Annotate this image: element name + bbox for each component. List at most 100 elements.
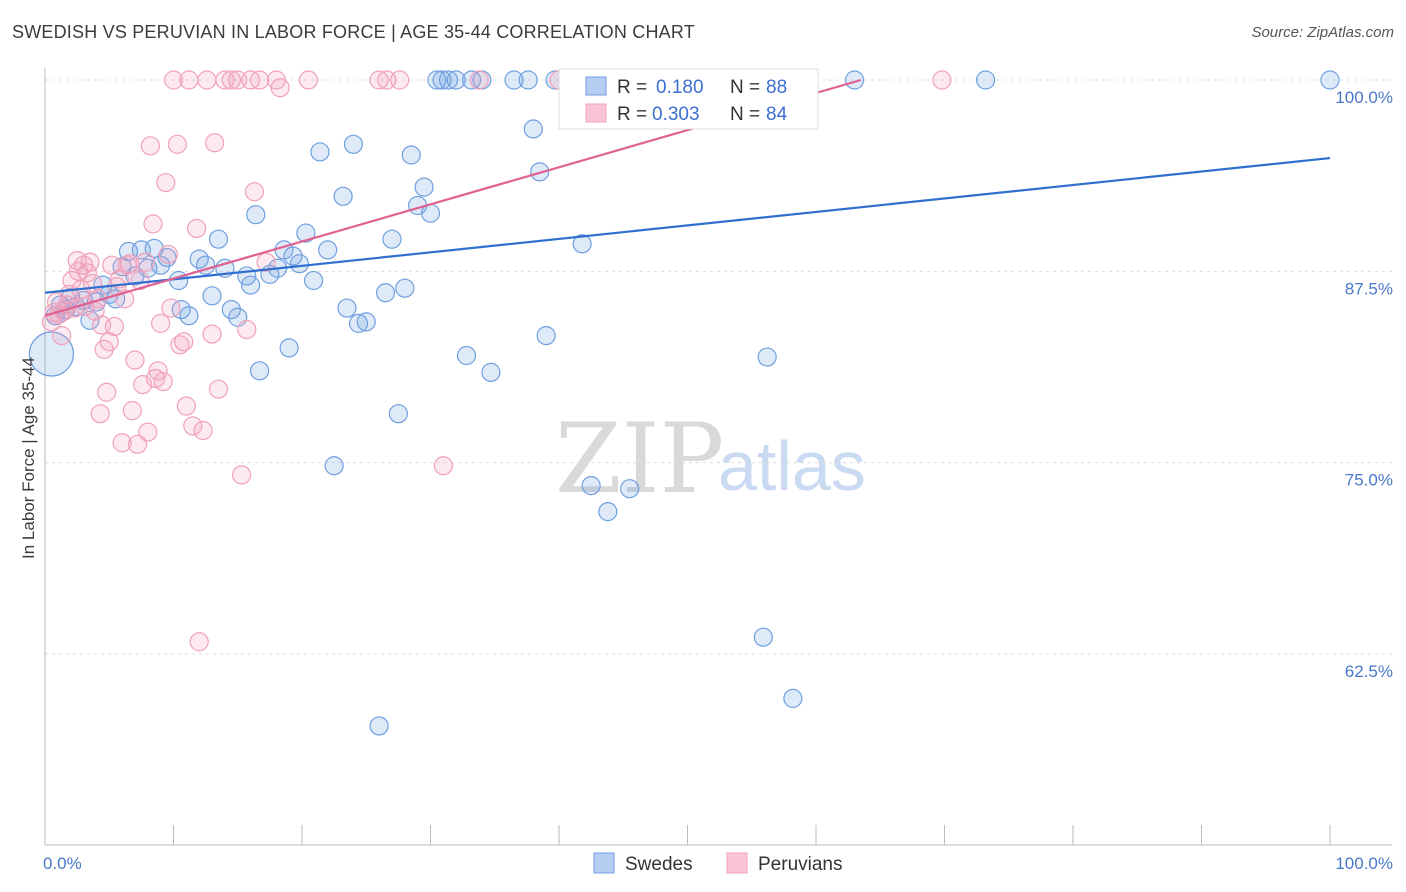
swede-point-53 — [388, 404, 408, 424]
swede-point-55 — [401, 145, 421, 165]
x-tick-labels: 0.0% 100.0% — [43, 854, 1393, 873]
swede-point-21 — [171, 300, 191, 320]
swede-point-0 — [28, 331, 75, 377]
swede-point-71 — [536, 326, 556, 346]
watermark-zip: ZIP — [555, 403, 724, 515]
swede-point-84 — [783, 688, 803, 708]
swede-point-83 — [757, 347, 777, 367]
peruvian-point-35 — [127, 434, 148, 454]
peruvian-point-4 — [52, 326, 72, 346]
swede-point-60 — [432, 70, 452, 90]
peruvian-point-29 — [112, 433, 132, 453]
peruvian-point-45 — [153, 371, 173, 392]
grid-lines — [45, 79, 1392, 655]
swede-point-25 — [202, 286, 222, 306]
legend-n-swedes: 88 — [766, 77, 787, 98]
swede-point-45 — [333, 186, 353, 206]
peruvian-point-79 — [469, 70, 489, 90]
peruvian-point-16 — [80, 252, 100, 272]
swede-point-41 — [303, 270, 324, 291]
peruvian-point-77 — [390, 70, 410, 90]
peruvian-point-58 — [193, 420, 213, 441]
swede-point-64 — [462, 70, 482, 90]
peruvian-point-26 — [104, 316, 124, 337]
bottom-legend-peruvians: Peruvians — [758, 854, 843, 875]
swede-point-77 — [598, 502, 618, 522]
peruvian-point-70 — [249, 70, 270, 90]
swede-point-74 — [572, 234, 592, 254]
swede-point-52 — [382, 229, 402, 249]
peruvian-point-57 — [189, 632, 209, 652]
y-axis-label: In Labor Force | Age 35-44 — [19, 357, 38, 559]
peruvian-point-56 — [187, 218, 207, 239]
legend-swatch-peruvians — [585, 103, 607, 123]
swede-point-51 — [375, 283, 396, 303]
peruvian-point-62 — [208, 379, 229, 399]
peruvian-point-67 — [237, 319, 257, 340]
swede-point-54 — [395, 278, 415, 298]
peruvian-point-42 — [145, 368, 166, 389]
y-tick-label-2: 87.5% — [1345, 279, 1393, 298]
swede-point-32 — [246, 205, 266, 225]
peruvian-point-39 — [138, 422, 158, 442]
swede-point-26 — [208, 229, 229, 249]
swede-point-28 — [221, 300, 241, 320]
legend-swatch-swedes — [585, 76, 607, 96]
swede-point-63 — [456, 345, 477, 366]
peruvian-point-53 — [176, 396, 196, 416]
swede-point-46 — [337, 298, 357, 318]
peruvian-point-83 — [932, 70, 952, 90]
swede-point-62 — [446, 70, 466, 90]
peruvian-point-44 — [151, 313, 171, 333]
peruvian-point-55 — [183, 416, 203, 436]
watermark-atlas: atlas — [718, 427, 866, 505]
y-tick-label-3: 100.0% — [1335, 88, 1393, 107]
peruvian-point-48 — [161, 298, 181, 318]
swede-point-67 — [504, 70, 524, 90]
axes — [44, 68, 1392, 846]
watermark: ZIP atlas — [555, 403, 866, 515]
swede-point-49 — [356, 312, 376, 332]
x-tick-min: 0.0% — [43, 854, 82, 873]
y-tick-label-1: 75.0% — [1345, 471, 1393, 490]
peruvian-point-47 — [158, 244, 178, 265]
peruvian-point-38 — [135, 252, 155, 272]
legend-n-peruvians: 84 — [766, 104, 788, 125]
swede-point-75 — [581, 476, 601, 496]
swede-point-43 — [318, 240, 338, 260]
peruvian-point-59 — [197, 70, 217, 90]
swede-point-82 — [753, 627, 773, 647]
swede-point-57 — [414, 177, 434, 197]
peruvian-point-61 — [205, 133, 225, 153]
legend-n-label-peruvians: N = — [730, 104, 760, 125]
bottom-legend-swatch-swedes — [593, 852, 615, 874]
peruvian-point-71 — [256, 252, 276, 272]
peruvian-point-54 — [179, 70, 199, 90]
peruvian-point-33 — [122, 401, 142, 421]
swede-point-37 — [279, 338, 299, 358]
swede-point-47 — [343, 134, 363, 154]
peruvian-point-23 — [97, 382, 117, 402]
peruvian-point-46 — [156, 172, 176, 193]
legend-r-label-swedes: R = — [617, 77, 647, 98]
peruvian-point-24 — [99, 332, 119, 352]
peruvian-point-43 — [148, 361, 168, 381]
y-tick-label-0: 62.5% — [1345, 662, 1393, 681]
peruvian-point-69 — [244, 182, 265, 202]
bottom-legend-swedes: Swedes — [625, 854, 693, 875]
peruvian-point-20 — [90, 404, 110, 424]
swede-point-68 — [518, 70, 538, 90]
peruvian-point-60 — [202, 324, 222, 344]
swede-point-86 — [976, 70, 996, 90]
swede-point-40 — [296, 223, 316, 243]
peruvians-points — [41, 70, 952, 652]
swede-point-61 — [438, 70, 459, 90]
swede-point-59 — [427, 70, 447, 90]
swede-point-22 — [179, 306, 199, 326]
swede-point-79 — [620, 479, 640, 499]
x-tick-max: 100.0% — [1335, 854, 1393, 873]
peruvian-point-64 — [221, 70, 241, 90]
swede-point-48 — [348, 313, 369, 333]
peruvian-point-75 — [369, 70, 389, 90]
